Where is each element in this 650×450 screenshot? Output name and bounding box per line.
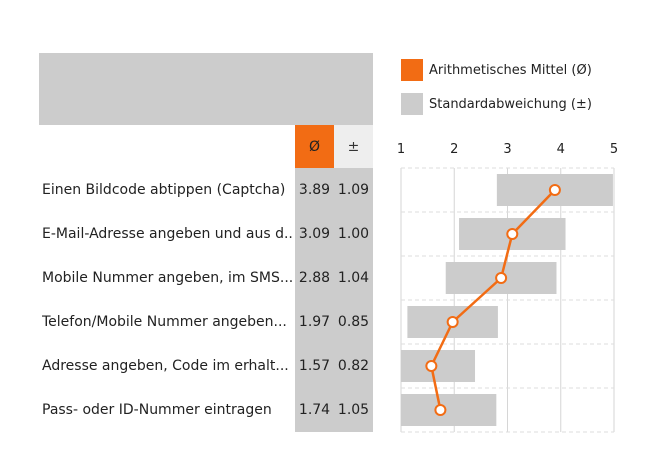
sd-bar xyxy=(401,350,476,382)
legend-swatch-sd xyxy=(401,93,423,115)
legend-item-mean: Arithmetisches Mittel (Ø) xyxy=(401,58,592,82)
mean-line xyxy=(430,189,556,411)
legend-label-sd: Standardabweichung (±) xyxy=(429,96,592,112)
legend-swatch-mean xyxy=(401,59,423,81)
x-tick-label: 1 xyxy=(397,142,405,157)
x-tick-label: 3 xyxy=(503,142,511,157)
table-row: Adresse angeben, Code im erhalt... 1.57 … xyxy=(0,344,380,388)
row-mean-value: 3.09 xyxy=(298,226,331,242)
table-row: Pass- oder ID-Nummer eintragen 1.74 1.05 xyxy=(0,388,380,432)
row-mean-value: 1.57 xyxy=(298,358,331,374)
table-row: Einen Bildcode abtippen (Captcha) 3.89 1… xyxy=(0,168,380,212)
x-tick-label: 2 xyxy=(450,142,458,157)
x-tick-label: 5 xyxy=(610,142,618,157)
chart-legend: Arithmetisches Mittel (Ø) Standardabweic… xyxy=(401,58,592,126)
mean-point xyxy=(495,272,508,284)
mean-point xyxy=(548,184,561,196)
row-sd-value: 1.05 xyxy=(337,402,370,418)
mean-column-background xyxy=(295,168,334,432)
mean-point xyxy=(446,316,459,328)
row-sd-value: 1.00 xyxy=(337,226,370,242)
row-sd-value: 0.82 xyxy=(337,358,370,374)
table-row: E-Mail-Adresse angeben und aus d.. 3.09 … xyxy=(0,212,380,256)
sd-column-background xyxy=(334,168,373,432)
row-mean-value: 3.89 xyxy=(298,182,331,198)
sd-bar xyxy=(401,394,497,426)
row-mean-value: 2.88 xyxy=(298,270,331,286)
mean-point xyxy=(506,228,519,240)
sd-column-header: ± xyxy=(334,125,373,168)
row-sd-value: 0.85 xyxy=(337,314,370,330)
data-table: Einen Bildcode abtippen (Captcha) 3.89 1… xyxy=(0,168,380,432)
row-mean-value: 1.74 xyxy=(298,402,331,418)
table-header-block xyxy=(39,53,373,125)
legend-item-sd: Standardabweichung (±) xyxy=(401,92,592,116)
legend-label-mean: Arithmetisches Mittel (Ø) xyxy=(429,62,592,78)
mean-point xyxy=(434,404,447,416)
table-row: Telefon/Mobile Nummer angeben... 1.97 0.… xyxy=(0,300,380,344)
mean-point xyxy=(425,360,438,372)
row-mean-value: 1.97 xyxy=(298,314,331,330)
row-sd-value: 1.09 xyxy=(337,182,370,198)
mean-column-header: Ø xyxy=(295,125,334,168)
row-sd-value: 1.04 xyxy=(337,270,370,286)
x-tick-label: 4 xyxy=(557,142,565,157)
table-row: Mobile Nummer angeben, im SMS... 2.88 1.… xyxy=(0,256,380,300)
